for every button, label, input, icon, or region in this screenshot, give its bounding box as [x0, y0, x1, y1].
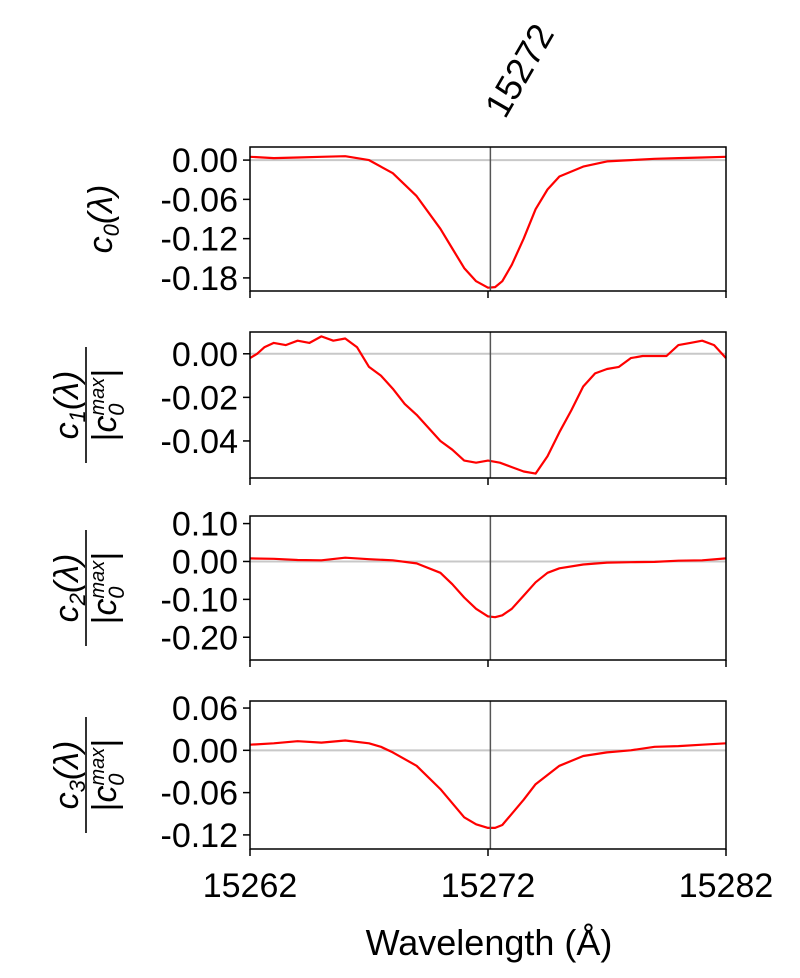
y-tick-label: -0.06	[161, 775, 239, 813]
y-tick-label: -0.02	[161, 379, 239, 417]
y-axis-title-denominator: |cmax0|	[86, 552, 129, 625]
x-tick-label: 15262	[203, 867, 298, 905]
y-tick-label: 0.06	[172, 690, 238, 728]
x-axis-title: Wavelength (Å)	[366, 922, 613, 963]
series-line	[249, 155, 727, 289]
panels: 0.00-0.06-0.12-0.18c0(λ)0.00-0.02-0.04c1…	[48, 142, 727, 856]
y-tick-label: -0.12	[161, 817, 239, 855]
x-axis-tick-labels: 15262 15272 15282	[203, 867, 774, 905]
y-axis-title: c3(λ)|cmax0|	[48, 717, 129, 833]
panel-2: 0.100.00-0.10-0.20 c2(λ)|cmax0|	[48, 506, 727, 667]
y-axis-title-numerator: c2(λ)	[48, 554, 90, 623]
y-tick-label: 0.00	[172, 336, 238, 374]
y-tick-label: 0.10	[172, 506, 238, 544]
y-axis-title-numerator: c3(λ)	[48, 741, 90, 810]
y-tick-label: 0.00	[172, 543, 238, 581]
y-tick-label: -0.06	[161, 181, 239, 219]
x-tick-label: 15282	[679, 867, 774, 905]
y-axis-title-denominator: |cmax0|	[86, 369, 129, 442]
series-line	[249, 556, 727, 619]
panel-3: 0.06 0.00 -0.06 -0.12 c3(λ)|cmax0|	[48, 690, 727, 856]
y-tick-label: -0.20	[161, 619, 239, 657]
axes-frame	[249, 146, 727, 292]
panel-1: 0.00 -0.02 -0.04 c1(λ)|cmax0|	[48, 331, 727, 485]
y-axis-title-denominator: |cmax0|	[86, 739, 129, 812]
y-tick-label: -0.04	[161, 423, 239, 461]
axes-frame	[249, 515, 727, 661]
series-line	[249, 739, 727, 830]
y-axis-title-text: c0(λ)	[82, 185, 124, 254]
y-tick-label: -0.18	[161, 260, 239, 298]
y-tick-label: 0.00	[172, 142, 238, 180]
panel-0: 0.00-0.06-0.12-0.18 c0(λ)	[82, 142, 727, 298]
y-axis-title: c1(λ)|cmax0|	[48, 347, 129, 463]
y-axis-title: c2(λ)|cmax0|	[48, 530, 129, 646]
y-axis-title-numerator: c1(λ)	[48, 371, 90, 440]
y-tick-label: 0.00	[172, 732, 238, 770]
x-tick-label: 15272	[441, 867, 536, 905]
series-line	[249, 335, 727, 475]
y-tick-label: -0.10	[161, 581, 239, 619]
y-tick-label: -0.12	[161, 221, 239, 259]
top-annotation-label: 15272	[476, 17, 562, 124]
y-axis-title: c0(λ)	[82, 185, 124, 254]
